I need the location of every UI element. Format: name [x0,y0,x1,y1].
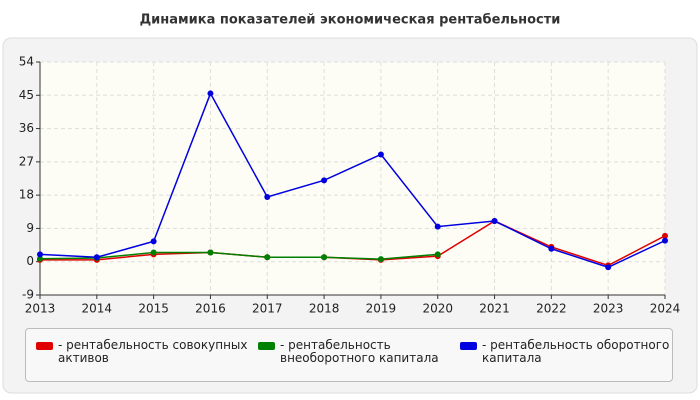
series-line [39,251,438,260]
series-line [39,91,666,269]
x-tick-label: 2024 [650,302,681,316]
point [377,256,384,263]
x-tick-label: 2023 [593,302,624,316]
y-tick-label: 9 [26,221,34,235]
point [264,254,271,261]
legend-label: - рентабельность совокупных активов [58,338,248,365]
point [377,151,384,158]
x-tick-label: 2018 [309,302,340,316]
y-tick-label: 18 [19,188,34,202]
point [37,255,43,262]
legend-swatch [258,342,275,350]
point [662,237,668,244]
point [491,218,498,225]
point [207,249,214,256]
point [434,223,441,230]
point [321,177,328,184]
x-tick-label: 2014 [82,302,113,316]
y-tick-label: 45 [19,88,34,102]
x-tick-label: 2021 [479,302,510,316]
plot-area [40,62,665,295]
x-tick-label: 2015 [138,302,169,316]
legend-entry: - рентабельность внеоборотного капитала [258,339,450,365]
x-tick-label: 2016 [195,302,226,316]
legend-entry: - рентабельность оборотного капитала [460,339,682,365]
y-tick-label: 0 [26,254,34,268]
legend-swatch [36,342,53,350]
point [150,249,157,256]
legend-label: - рентабельность оборотного капитала [482,338,670,365]
point [548,245,555,252]
x-tick-label: 2013 [25,302,56,316]
y-tick-label: 54 [19,55,34,69]
point [93,254,100,261]
point [264,193,271,200]
point [662,232,668,239]
legend: - рентабельность совокупных активов - рен… [25,328,673,382]
point [207,90,214,97]
y-tick-label: 36 [19,121,34,135]
legend-entry: - рентабельность совокупных активов [36,339,258,365]
x-tick-label: 2017 [252,302,283,316]
legend-swatch [460,342,477,350]
chart-title: Динамика показателей экономическая рента… [140,13,561,28]
point [321,254,328,261]
point [434,251,441,258]
point [150,238,157,245]
y-tick-label: -9 [22,288,34,302]
y-tick-label: 27 [19,154,34,168]
point [605,264,612,271]
x-tick-label: 2020 [422,302,453,316]
legend-label: - рентабельность внеоборотного капитала [280,338,439,365]
x-tick-label: 2022 [536,302,567,316]
point [37,251,43,258]
x-tick-label: 2019 [366,302,397,316]
